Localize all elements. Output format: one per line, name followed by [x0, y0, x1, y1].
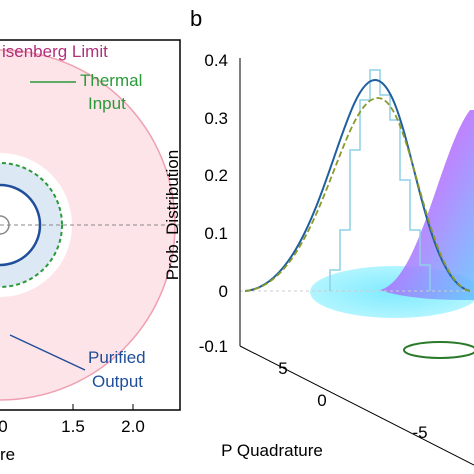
p-axis — [239, 345, 474, 466]
panel-a-plot — [0, 49, 180, 401]
label: Purified — [88, 348, 146, 367]
p-tick-label: -5 — [412, 423, 427, 442]
p-label: P Quadrature — [221, 441, 323, 460]
x-tick-label: 1.5 — [61, 417, 85, 436]
panel-letter: b — [190, 6, 202, 31]
x-tick-label: 0 — [0, 417, 8, 436]
label: isenberg Limit — [2, 42, 108, 61]
thermal-curve — [244, 97, 471, 292]
y-label: Prob. Distribution — [163, 150, 182, 280]
p-tick-label: 0 — [317, 391, 326, 410]
y-tick-label: 0.4 — [204, 51, 228, 70]
label: Output — [92, 372, 143, 391]
p-tick-label: 5 — [278, 359, 287, 378]
label: Thermal — [80, 71, 142, 90]
surface — [380, 110, 474, 300]
x-label: re — [0, 445, 15, 464]
leader — [9, 334, 86, 371]
fit-curve — [244, 78, 471, 292]
panel-b-plot — [239, 58, 474, 466]
y-tick-label: -0.1 — [199, 337, 228, 356]
panel-a-frame — [0, 39, 181, 411]
ring — [403, 341, 474, 359]
y-tick-label: 0.2 — [204, 166, 228, 185]
label: Input — [88, 94, 126, 113]
x-tick-label: 2.0 — [121, 417, 145, 436]
y-tick-label: 0.3 — [204, 109, 228, 128]
y-tick-label: 0.1 — [204, 224, 228, 243]
purified-circle — [0, 183, 42, 267]
y-tick-label: 0 — [219, 282, 228, 301]
thermal-circle — [0, 162, 63, 288]
